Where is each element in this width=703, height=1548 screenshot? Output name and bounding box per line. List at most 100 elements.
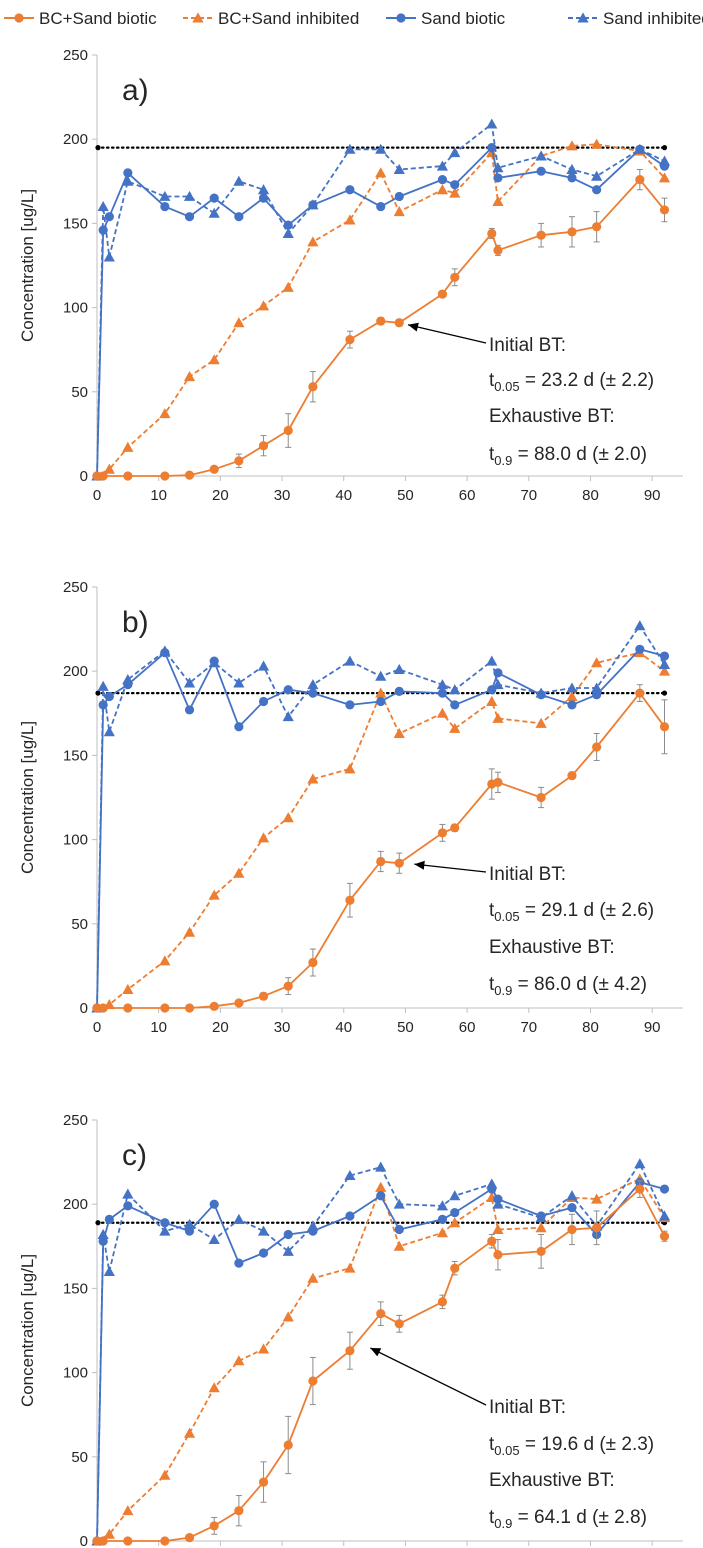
data-point: [159, 408, 171, 419]
data-point: [567, 227, 577, 237]
data-point: [437, 828, 448, 838]
data-point: [257, 184, 270, 195]
annotation-t-value: = 19.6 d (± 2.3): [520, 1434, 655, 1455]
data-point: [592, 742, 602, 752]
legend-marker-triangle: [192, 12, 204, 23]
data-point: [283, 425, 293, 436]
x-tick-label: 40: [335, 487, 352, 504]
series-line: [97, 1188, 666, 1542]
data-point: [103, 1265, 115, 1277]
data-point: [375, 1181, 387, 1192]
data-point: [282, 1245, 294, 1256]
data-point: [492, 162, 504, 173]
legend-item-3: Sand inhibited: [568, 9, 703, 28]
data-point: [344, 1262, 356, 1273]
data-point: [234, 722, 244, 732]
data-point: [282, 812, 294, 823]
y-tick-label: 0: [80, 1533, 88, 1548]
data-point: [184, 705, 195, 715]
data-point: [394, 1319, 404, 1329]
data-point: [536, 690, 546, 700]
annotation-t-symbol: t: [489, 974, 495, 995]
annotation: Initial BT:t0.05 = 19.6 d (± 2.3)Exhaust…: [370, 1347, 655, 1531]
data-point: [97, 200, 109, 212]
data-point: [308, 957, 318, 968]
data-point: [566, 682, 578, 693]
y-tick-label: 0: [80, 468, 88, 485]
y-axis-title: Concentration [ug/L]: [18, 189, 37, 342]
annotation-t-value: = 86.0 d (± 4.2): [512, 974, 647, 995]
data-point: [658, 665, 671, 676]
data-point: [635, 144, 645, 154]
data-point: [449, 1190, 461, 1201]
y-tick-label: 250: [63, 579, 88, 596]
data-point: [283, 685, 293, 695]
y-tick-label: 100: [63, 300, 88, 317]
legend-label: Sand inhibited: [603, 9, 703, 28]
data-point: [492, 712, 504, 723]
reference-end-point: [95, 690, 101, 696]
data-point: [159, 1225, 171, 1236]
data-point: [659, 722, 670, 732]
annotation-arrow-line: [370, 1347, 487, 1406]
data-point: [234, 1506, 244, 1516]
data-point: [376, 201, 386, 212]
data-point: [375, 167, 387, 178]
data-point: [375, 143, 387, 154]
reference-end-point: [661, 145, 668, 151]
data-point: [184, 212, 195, 222]
y-axis-title: Concentration [ug/L]: [18, 721, 37, 874]
data-point: [208, 354, 220, 365]
data-point: [487, 1184, 497, 1194]
data-point: [208, 889, 220, 900]
data-point: [104, 212, 114, 222]
data-point: [97, 680, 109, 691]
annotation-heading-exhaustive: Exhaustive BT:: [489, 406, 615, 427]
data-point: [535, 150, 547, 161]
data-point: [257, 1343, 270, 1354]
data-point: [437, 688, 448, 698]
legend-marker-circle: [14, 13, 24, 23]
data-point: [393, 727, 405, 738]
data-point: [122, 441, 134, 452]
series-bc-sand-biotic: [92, 1180, 670, 1546]
data-point: [209, 1199, 219, 1209]
series-sand-biotic: [92, 1177, 670, 1546]
data-point: [209, 193, 219, 203]
annotation-t-symbol: t: [489, 444, 495, 465]
data-point: [103, 251, 115, 262]
data-point: [566, 690, 578, 701]
x-tick-label: 80: [582, 487, 599, 504]
panel-label: c): [122, 1139, 147, 1172]
y-tick-label: 250: [63, 47, 88, 64]
data-point: [344, 655, 356, 666]
data-point: [98, 1003, 108, 1013]
data-point: [486, 118, 498, 129]
data-point: [308, 688, 318, 698]
data-point: [394, 686, 404, 697]
data-point: [376, 696, 386, 707]
data-point: [308, 1376, 318, 1386]
data-point: [123, 680, 133, 690]
data-point: [566, 163, 578, 174]
annotation-t005: t0.05 = 29.1 d (± 2.6): [489, 900, 654, 924]
data-point: [376, 1309, 386, 1319]
panel-label: b): [122, 606, 149, 639]
data-point: [258, 991, 269, 1001]
y-tick-label: 200: [63, 131, 88, 148]
data-point: [659, 1184, 670, 1194]
data-point: [393, 663, 405, 674]
annotation-t-value: = 88.0 d (± 2.0): [512, 444, 647, 465]
data-point: [567, 700, 577, 710]
data-point: [450, 1263, 460, 1273]
annotation-t-subscript: 0.05: [494, 909, 519, 924]
data-point: [160, 1003, 170, 1013]
data-point: [375, 670, 387, 681]
data-point: [208, 207, 220, 218]
data-point: [209, 656, 219, 666]
data-point: [536, 792, 546, 803]
data-point: [283, 981, 293, 991]
x-tick-label: 20: [212, 1019, 229, 1036]
annotation-arrow-line: [407, 324, 487, 344]
reference-line: [95, 145, 668, 151]
